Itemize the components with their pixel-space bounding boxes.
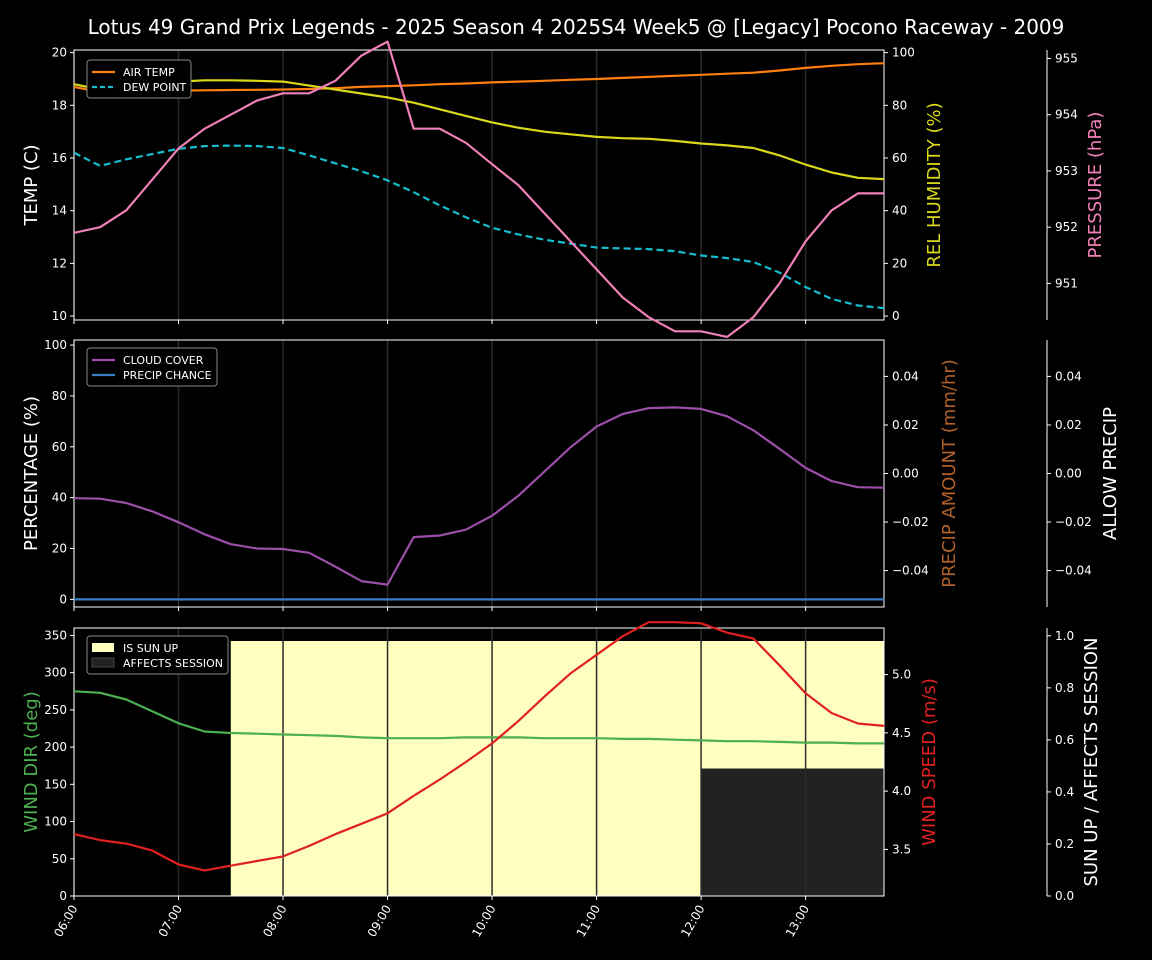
legend-label: IS SUN UP <box>123 642 179 655</box>
y-tick-label: 12 <box>52 256 67 270</box>
y-tick-label: 18 <box>52 98 67 112</box>
legend-swatch <box>92 643 114 652</box>
y2-tick-label: 20 <box>892 256 907 270</box>
wind-speed-line <box>73 621 885 872</box>
y2-tick-label: 951 <box>1055 276 1078 290</box>
y2-axis-label: PRECIP AMOUNT (mm/hr) <box>939 359 960 588</box>
pressure-line <box>73 40 884 338</box>
y-tick-label: 50 <box>52 852 67 866</box>
y-tick-label: 100 <box>44 338 67 352</box>
figure-title: Lotus 49 Grand Prix Legends - 2025 Seaso… <box>88 15 1065 39</box>
y2-tick-label: 0.04 <box>1055 369 1082 383</box>
y-tick-label: 20 <box>52 542 67 556</box>
y-tick-label: 20 <box>52 46 67 60</box>
y-tick-label: 100 <box>44 815 67 829</box>
y2-tick-label: 0.04 <box>892 369 919 383</box>
y2-tick-label: 4.0 <box>892 784 911 798</box>
y2-tick-label: 0.2 <box>1055 837 1074 851</box>
y2-axis-label: PRESSURE (hPa) <box>1085 112 1106 259</box>
y2-tick-label: −0.02 <box>1055 515 1092 529</box>
y2-tick-label: 0.8 <box>1055 681 1074 695</box>
y-tick-label: 60 <box>52 440 67 454</box>
y2-tick-label: 0.00 <box>1055 467 1082 481</box>
y-tick-label: 16 <box>52 151 67 165</box>
legend-box <box>86 347 218 387</box>
y-tick-label: 14 <box>52 204 67 218</box>
y2-tick-label: 3.5 <box>892 842 911 856</box>
y2-tick-label: 0.4 <box>1055 785 1074 799</box>
legend-label: DEW POINT <box>123 81 187 94</box>
legend-box <box>86 635 229 675</box>
y2-tick-label: 1.0 <box>1055 629 1074 643</box>
legend-label: CLOUD COVER <box>123 354 204 367</box>
y-tick-label: 300 <box>44 666 67 680</box>
plot-frame-1 <box>73 49 885 321</box>
legend-label: PRECIP CHANCE <box>123 369 212 382</box>
y2-tick-label: 60 <box>892 151 907 165</box>
air-temp-line <box>73 62 885 94</box>
dew-point-line <box>73 144 885 310</box>
y2-tick-label: 100 <box>892 46 915 60</box>
y2-tick-label: 5.0 <box>892 668 911 682</box>
y2-tick-label: 0.6 <box>1055 733 1074 747</box>
y-tick-label: 350 <box>44 628 67 642</box>
y2-tick-label: 0 <box>892 309 900 323</box>
y2-tick-label: 4.5 <box>892 726 911 740</box>
y2-tick-label: 0.02 <box>892 418 919 432</box>
y-axis-label: TEMP (C) <box>21 144 42 226</box>
affects-session-band <box>701 768 884 896</box>
y2-tick-label: 0.00 <box>892 467 919 481</box>
y2-tick-label: 40 <box>892 204 907 218</box>
y2-tick-label: 954 <box>1055 108 1078 122</box>
wind-dir-line <box>73 690 884 745</box>
y2-tick-label: −0.02 <box>892 515 929 529</box>
y2-tick-label: 953 <box>1055 164 1078 178</box>
y-tick-label: 200 <box>44 740 67 754</box>
cloud-cover-line <box>73 406 885 586</box>
legend-label: AFFECTS SESSION <box>123 657 223 670</box>
y2-axis-label: ALLOW PRECIP <box>1100 407 1121 540</box>
y2-tick-label: −0.04 <box>1055 564 1092 578</box>
y2-axis-label: SUN UP / AFFECTS SESSION <box>1081 637 1102 886</box>
y-tick-label: 10 <box>52 309 67 323</box>
y2-axis-label: REL HUMIDITY (%) <box>924 102 945 267</box>
y-tick-label: 150 <box>44 777 67 791</box>
y2-tick-label: −0.04 <box>892 564 929 578</box>
y-axis-label: WIND DIR (deg) <box>21 691 42 833</box>
legend-swatch <box>91 657 115 668</box>
y-tick-label: 250 <box>44 703 67 717</box>
y-axis-label: PERCENTAGE (%) <box>21 396 42 551</box>
humidity-line <box>73 79 885 181</box>
y2-tick-label: 952 <box>1055 220 1078 234</box>
y2-tick-label: 80 <box>892 98 907 112</box>
y-tick-label: 0 <box>59 592 67 606</box>
y2-tick-label: 955 <box>1055 51 1078 65</box>
y2-tick-label: 0.0 <box>1055 889 1074 903</box>
y-tick-label: 40 <box>52 491 67 505</box>
y2-tick-label: 0.02 <box>1055 418 1082 432</box>
plot-frame-3 <box>73 627 885 897</box>
y-tick-label: 0 <box>59 889 67 903</box>
y2-axis-label: WIND SPEED (m/s) <box>919 678 940 846</box>
y-tick-label: 80 <box>52 389 67 403</box>
legend-box <box>86 59 192 99</box>
legend-label: AIR TEMP <box>123 66 175 79</box>
